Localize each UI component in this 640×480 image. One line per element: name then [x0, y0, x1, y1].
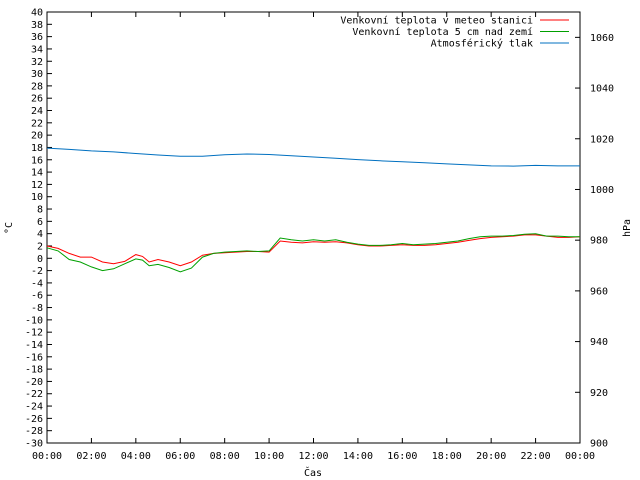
- y-left-tick-label: -26: [25, 414, 43, 425]
- y-left-tick-label: 34: [31, 44, 43, 55]
- y-left-tick-label: 16: [31, 155, 43, 166]
- y-left-tick-label: -20: [25, 377, 43, 388]
- y-left-tick-label: 0: [37, 254, 43, 265]
- y-right-tick-label: 980: [590, 236, 608, 247]
- y-left-tick-label: 28: [31, 81, 43, 92]
- y-left-tick-label: 20: [31, 131, 43, 142]
- y-left-tick-label: -18: [25, 365, 43, 376]
- y-left-tick-label: 22: [31, 118, 43, 129]
- x-tick-label: 16:00: [387, 451, 417, 462]
- x-tick-label: 18:00: [432, 451, 462, 462]
- x-tick-label: 12:00: [298, 451, 328, 462]
- y-right-tick-label: 960: [590, 286, 608, 297]
- series-line-0: [46, 234, 581, 267]
- y-right-tick-label: 1020: [590, 134, 614, 145]
- plot-frame: [46, 11, 581, 444]
- y-left-tick-label: -10: [25, 315, 43, 326]
- y-left-tick-label: 26: [31, 94, 43, 105]
- y-left-tick-label: -30: [25, 439, 43, 450]
- y-left-tick-label: 12: [31, 180, 43, 191]
- series-line-2: [46, 147, 580, 167]
- y-left-tick-label: -2: [31, 266, 43, 277]
- x-ticks: 00:00 02:00 04:00 06:00 08:00 10:00 12:00 14:00…: [32, 12, 595, 462]
- x-tick-label: 04:00: [121, 451, 151, 462]
- y-right-ticks: 1060 1040 1020 1000 980 960 940 920 900: [575, 33, 614, 450]
- y-left-tick-label: 32: [31, 57, 43, 68]
- y-left-tick-label: 2: [37, 241, 43, 252]
- y-left-tick-label: -16: [25, 352, 43, 363]
- y-left-tick-label: -4: [31, 278, 43, 289]
- x-tick-label: 06:00: [165, 451, 195, 462]
- y-right-tick-label: 1060: [590, 33, 614, 44]
- legend: Venkovní teplota v meteo staniciVenkovní…: [340, 15, 569, 50]
- series-lines: [46, 147, 581, 273]
- y-left-tick-label: 14: [31, 168, 43, 179]
- y-left-tick-label: -22: [25, 389, 43, 400]
- y-right-tick-label: 900: [590, 439, 608, 450]
- y-left-tick-label: 30: [31, 69, 43, 80]
- x-axis-label: Čas: [304, 466, 322, 479]
- y-right-tick-label: 920: [590, 388, 608, 399]
- y-right-tick-label: 1040: [590, 84, 614, 95]
- y-left-tick-label: -28: [25, 426, 43, 437]
- y-right-tick-label: 940: [590, 337, 608, 348]
- y-left-tick-label: -14: [25, 340, 43, 351]
- y-left-tick-label: 18: [31, 143, 43, 154]
- y-left-tick-label: -6: [31, 291, 43, 302]
- y-left-tick-label: -12: [25, 328, 43, 339]
- legend-label-1: Venkovní teplota 5 cm nad zemí: [352, 26, 533, 38]
- y-right-tick-label: 1000: [590, 185, 614, 196]
- x-tick-label: 00:00: [32, 451, 62, 462]
- y-left-tick-label: 40: [31, 8, 43, 19]
- legend-label-0: Venkovní teplota v meteo stanici: [340, 15, 533, 27]
- y-left-tick-label: 24: [31, 106, 43, 117]
- x-tick-label: 02:00: [76, 451, 106, 462]
- y-left-tick-label: -24: [25, 402, 43, 413]
- x-tick-label: 08:00: [210, 451, 240, 462]
- x-tick-label: 22:00: [521, 451, 551, 462]
- y-left-tick-label: 6: [37, 217, 43, 228]
- x-tick-label: 00:00: [565, 451, 595, 462]
- y-left-tick-label: 4: [37, 229, 43, 240]
- x-tick-label: 20:00: [476, 451, 506, 462]
- series-line-1: [46, 233, 580, 273]
- x-tick-label: 10:00: [254, 451, 284, 462]
- legend-label-2: Atmosférický tlak: [431, 38, 533, 50]
- y-left-tick-label: 10: [31, 192, 43, 203]
- y-left-tick-label: 36: [31, 32, 43, 43]
- y-left-axis-label: °C: [4, 222, 15, 234]
- y-left-tick-label: -8: [31, 303, 43, 314]
- y-left-tick-label: 8: [37, 205, 43, 216]
- y-right-axis-label: hPa: [622, 219, 633, 237]
- y-left-tick-label: 38: [31, 20, 43, 31]
- y-left-ticks: 4038363432302826242220181614121086420-2-…: [25, 8, 52, 450]
- x-tick-label: 14:00: [343, 451, 373, 462]
